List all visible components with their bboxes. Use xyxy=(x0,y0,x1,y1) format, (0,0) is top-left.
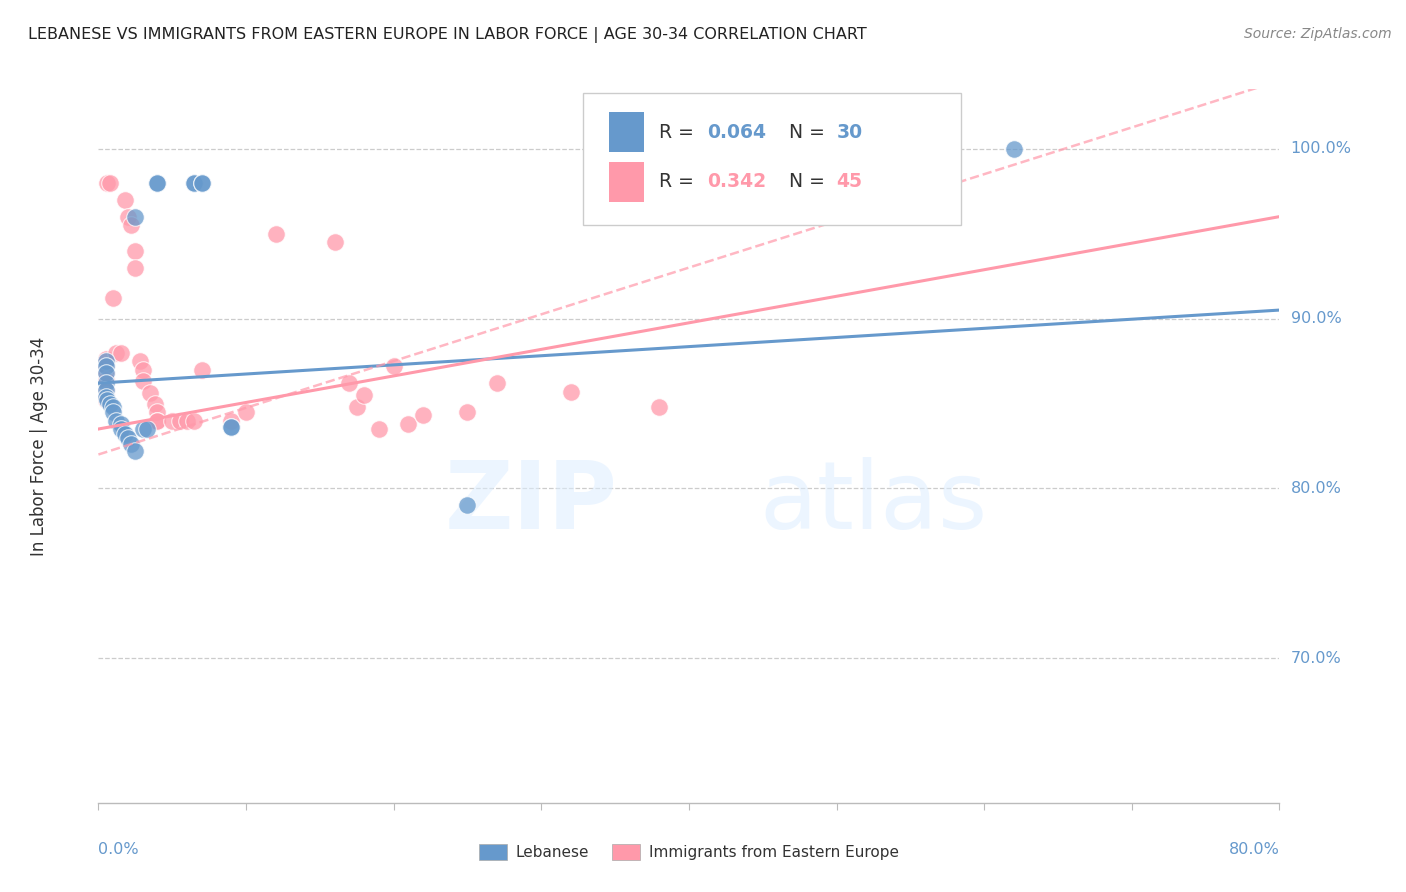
Point xyxy=(183,176,205,190)
Point xyxy=(143,396,166,410)
Point xyxy=(105,413,128,427)
FancyBboxPatch shape xyxy=(582,93,960,225)
Point xyxy=(94,366,117,380)
Point xyxy=(94,373,117,387)
Legend: Lebanese, Immigrants from Eastern Europe: Lebanese, Immigrants from Eastern Europe xyxy=(472,838,905,866)
Point xyxy=(648,400,671,414)
Point xyxy=(146,176,169,190)
Text: 0.0%: 0.0% xyxy=(98,842,139,856)
Point xyxy=(105,345,128,359)
Point xyxy=(183,413,205,427)
Point xyxy=(191,176,214,190)
Point xyxy=(94,354,117,368)
Point xyxy=(103,405,125,419)
Text: 30: 30 xyxy=(837,122,863,142)
Point xyxy=(128,354,150,368)
Point xyxy=(124,260,146,275)
Point xyxy=(146,413,169,427)
Point xyxy=(110,345,132,359)
Point xyxy=(103,291,125,305)
Point xyxy=(162,413,183,427)
Point xyxy=(132,362,155,376)
Point xyxy=(94,366,117,380)
Point xyxy=(124,210,146,224)
Point xyxy=(353,388,375,402)
Point xyxy=(94,359,117,373)
Point xyxy=(114,427,136,442)
Text: 0.064: 0.064 xyxy=(707,122,766,142)
Text: 80.0%: 80.0% xyxy=(1291,481,1341,496)
Point xyxy=(456,405,478,419)
Text: R =: R = xyxy=(659,172,700,192)
Point xyxy=(114,193,136,207)
Point xyxy=(219,413,242,427)
Point xyxy=(94,376,117,391)
Text: ZIP: ZIP xyxy=(446,457,619,549)
Point xyxy=(117,430,139,444)
Point xyxy=(191,362,214,376)
Point xyxy=(560,384,582,399)
Point xyxy=(117,210,139,224)
Point xyxy=(146,176,169,190)
Point xyxy=(124,244,146,258)
Text: In Labor Force | Age 30-34: In Labor Force | Age 30-34 xyxy=(31,336,48,556)
Point xyxy=(94,383,117,397)
Point xyxy=(412,409,434,423)
Text: 0.342: 0.342 xyxy=(707,172,766,192)
Point xyxy=(146,413,169,427)
Point xyxy=(94,352,117,367)
Point xyxy=(456,499,478,513)
Point xyxy=(94,359,117,373)
Point xyxy=(120,218,142,232)
Point xyxy=(219,420,242,434)
Text: R =: R = xyxy=(659,122,700,142)
Point xyxy=(486,376,509,391)
Text: 45: 45 xyxy=(837,172,862,192)
Point xyxy=(103,400,125,414)
Point xyxy=(124,444,146,458)
Point xyxy=(183,176,205,190)
Point xyxy=(96,393,118,408)
Text: 90.0%: 90.0% xyxy=(1291,311,1341,326)
Text: 70.0%: 70.0% xyxy=(1291,651,1341,666)
Point xyxy=(191,176,214,190)
Point xyxy=(235,405,257,419)
Text: 80.0%: 80.0% xyxy=(1229,842,1279,856)
Point xyxy=(94,388,117,402)
Point xyxy=(169,413,191,427)
Point xyxy=(219,420,242,434)
Point xyxy=(96,176,118,190)
Point xyxy=(382,359,405,373)
Point xyxy=(346,400,368,414)
Text: N =: N = xyxy=(789,172,831,192)
Point xyxy=(146,405,169,419)
Point xyxy=(264,227,287,241)
Text: Source: ZipAtlas.com: Source: ZipAtlas.com xyxy=(1244,27,1392,41)
Point xyxy=(120,437,142,451)
Point xyxy=(110,417,132,431)
Point xyxy=(139,386,162,401)
Text: LEBANESE VS IMMIGRANTS FROM EASTERN EUROPE IN LABOR FORCE | AGE 30-34 CORRELATIO: LEBANESE VS IMMIGRANTS FROM EASTERN EURO… xyxy=(28,27,868,43)
Point xyxy=(323,235,346,249)
Point xyxy=(110,422,132,436)
Point xyxy=(176,413,198,427)
Point xyxy=(94,390,117,404)
Point xyxy=(1002,142,1025,156)
Point xyxy=(337,376,360,391)
Point xyxy=(136,422,159,436)
Text: 100.0%: 100.0% xyxy=(1291,141,1351,156)
Point xyxy=(132,422,155,436)
Point xyxy=(98,176,121,190)
Text: N =: N = xyxy=(789,122,831,142)
Point xyxy=(94,383,117,397)
Point xyxy=(396,417,419,431)
Point xyxy=(132,375,155,389)
Point xyxy=(94,393,117,408)
Text: atlas: atlas xyxy=(759,457,988,549)
Point xyxy=(98,396,121,410)
Bar xyxy=(609,162,644,202)
Bar xyxy=(609,112,644,152)
Point xyxy=(368,422,391,436)
